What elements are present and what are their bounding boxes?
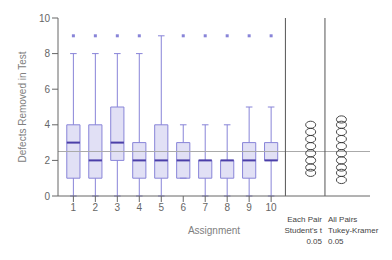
svg-text:0.05: 0.05 [306, 237, 322, 246]
svg-text:2: 2 [44, 155, 50, 166]
svg-text:0: 0 [44, 191, 50, 202]
svg-text:8: 8 [224, 202, 230, 213]
svg-text:Assignment: Assignment [188, 225, 240, 236]
svg-text:6: 6 [180, 202, 186, 213]
svg-text:10: 10 [266, 202, 278, 213]
svg-text:2: 2 [93, 202, 99, 213]
svg-text:Student's t: Student's t [284, 226, 322, 235]
svg-text:Defects Removed in Test: Defects Removed in Test [17, 51, 28, 162]
svg-text:6: 6 [44, 84, 50, 95]
svg-text:Each Pair: Each Pair [287, 215, 322, 224]
svg-text:9: 9 [246, 202, 252, 213]
svg-text:5: 5 [158, 202, 164, 213]
svg-text:1: 1 [71, 202, 77, 213]
svg-text:8: 8 [44, 48, 50, 59]
svg-text:All Pairs: All Pairs [328, 215, 357, 224]
svg-text:0.05: 0.05 [328, 237, 344, 246]
svg-text:4: 4 [44, 119, 50, 130]
svg-text:7: 7 [202, 202, 208, 213]
svg-text:4: 4 [137, 202, 143, 213]
svg-text:10: 10 [39, 13, 51, 24]
svg-text:Tukey-Kramer: Tukey-Kramer [328, 226, 379, 235]
svg-text:3: 3 [115, 202, 121, 213]
